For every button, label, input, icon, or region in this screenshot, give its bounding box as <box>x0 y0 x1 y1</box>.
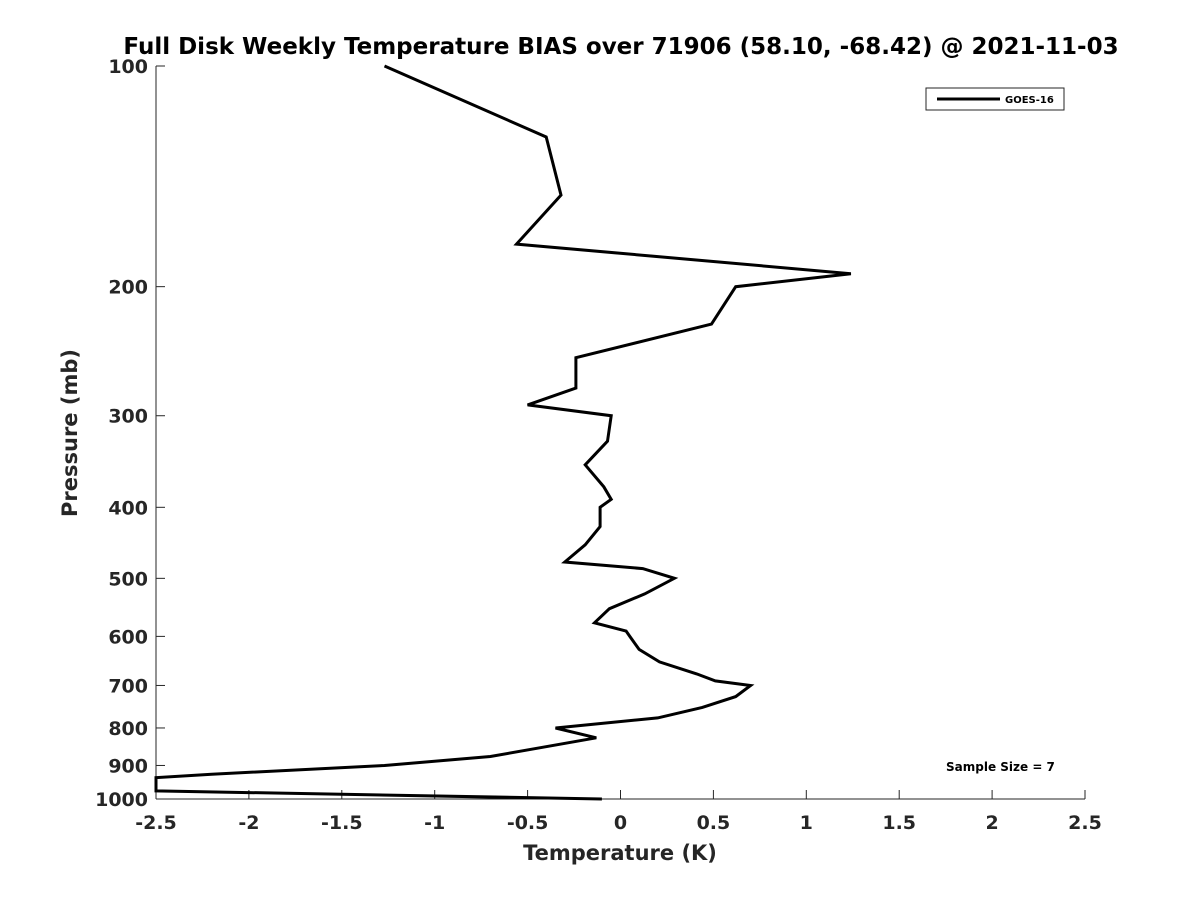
x-tick-label: -0.5 <box>507 812 549 834</box>
y-tick-label: 200 <box>108 277 148 299</box>
series-group <box>154 64 852 801</box>
y-tick-label: 700 <box>108 675 148 697</box>
x-tick-label: 1.5 <box>882 812 916 834</box>
x-tick-label: 2.5 <box>1068 812 1102 834</box>
legend: GOES-16 <box>925 87 1065 111</box>
x-axis-label: Temperature (K) <box>523 841 717 865</box>
legend-label-goes-16: GOES-16 <box>1005 95 1054 106</box>
x-tick-label: -2 <box>238 812 259 834</box>
y-tick-label: 600 <box>108 626 148 648</box>
y-ticks: 100 200 300 400 500 600 700 800 900 1000 <box>95 56 165 811</box>
y-tick-label: 800 <box>108 718 148 740</box>
axes: -2.5 -2 -1.5 -1 -0.5 0 0.5 1 1.5 2 2.5 100 200 300 40… <box>95 56 1102 834</box>
x-tick-label: -1 <box>424 812 445 834</box>
x-ticks: -2.5 -2 -1.5 -1 -0.5 0 0.5 1 1.5 2 2.5 <box>135 790 1102 834</box>
x-tick-label: 0 <box>614 812 627 834</box>
y-tick-label: 400 <box>108 497 148 519</box>
y-tick-label: 1000 <box>95 789 148 811</box>
y-tick-label: 900 <box>108 755 148 777</box>
series-line-goes-16 <box>154 64 852 801</box>
chart-title: Full Disk Weekly Temperature BIAS over 7… <box>123 34 1118 60</box>
x-tick-label: -1.5 <box>321 812 363 834</box>
x-tick-label: -2.5 <box>135 812 177 834</box>
sample-size-annotation: Sample Size = 7 <box>946 760 1055 774</box>
y-axis-label: Pressure (mb) <box>58 349 82 517</box>
y-tick-label: 500 <box>108 568 148 590</box>
x-tick-label: 1 <box>800 812 813 834</box>
y-tick-label: 300 <box>108 406 148 428</box>
y-tick-label: 100 <box>108 56 148 78</box>
x-tick-label: 0.5 <box>697 812 731 834</box>
x-tick-label: 2 <box>985 812 998 834</box>
